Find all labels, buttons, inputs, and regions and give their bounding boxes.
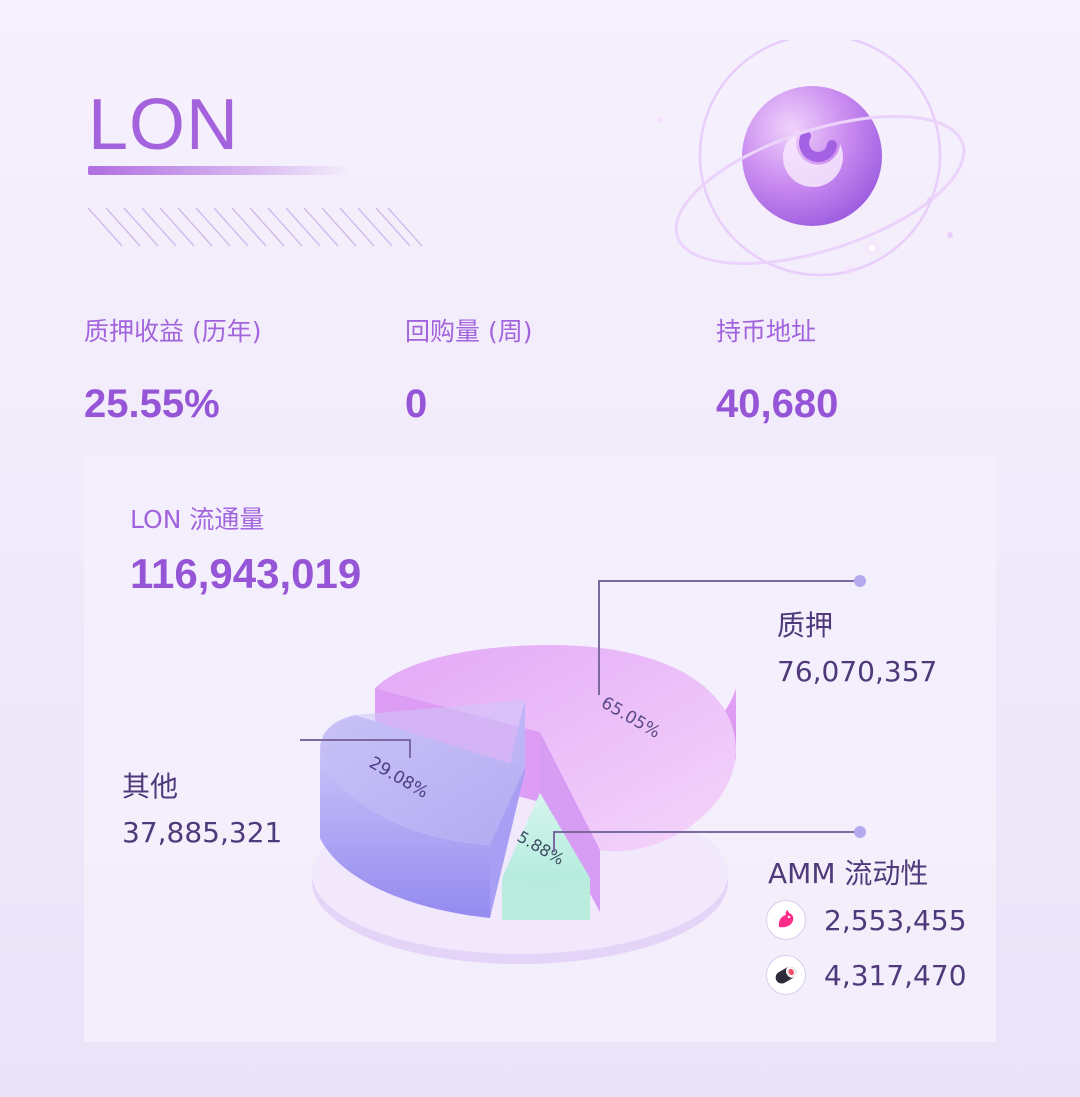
- circulation-pie-chart: 65.05% 29.08% 5.88%: [300, 575, 866, 964]
- uniswap-amount: 2,553,455: [824, 903, 967, 937]
- stat-label: 持币地址: [716, 317, 817, 346]
- leader-line-staking: [598, 580, 860, 695]
- stat-holder-addresses: 持币地址 40,680: [716, 312, 838, 427]
- amm-callout-name: AMM 流动性: [768, 857, 929, 890]
- hatch-decoration: [88, 208, 423, 247]
- amm-uniswap-row: 2,553,455: [766, 900, 967, 940]
- stat-label: 质押收益 (历年): [84, 317, 262, 346]
- slice-amm-side: [502, 878, 590, 920]
- staking-callout-name: 质押: [777, 609, 834, 642]
- stat-buyback-volume: 回购量 (周) 0: [405, 312, 532, 427]
- staking-callout-amount: 76,070,357: [777, 655, 938, 688]
- other-callout-name: 其他: [122, 770, 179, 803]
- sushiswap-sushi-icon: [766, 955, 806, 995]
- leader-dot-staking: [854, 575, 866, 587]
- title-underline: [88, 166, 352, 175]
- other-callout-amount: 37,885,321: [122, 816, 283, 849]
- leader-line-amm: [553, 831, 860, 852]
- stat-label: 回购量 (周): [405, 317, 533, 346]
- tokenlon-logo-icon: [656, 40, 966, 277]
- slice-staking-top: [375, 645, 736, 852]
- circulation-label: LON 流通量: [130, 505, 265, 534]
- page-title: LON: [88, 85, 240, 165]
- stat-value: 0: [405, 382, 428, 426]
- stat-value: 40,680: [716, 382, 839, 426]
- stat-staking-yield: 质押收益 (历年) 25.55%: [84, 312, 261, 427]
- uniswap-unicorn-icon: [766, 900, 806, 940]
- slice-other-side: [320, 750, 490, 918]
- slice-other-top: [320, 715, 525, 845]
- leader-line-other: [300, 739, 411, 758]
- stat-value: 25.55%: [84, 382, 220, 426]
- sushiswap-amount: 4,317,470: [824, 958, 967, 992]
- amm-sushiswap-row: 4,317,470: [766, 955, 967, 995]
- slice-staking-wall: [540, 732, 600, 912]
- circulation-value: 116,943,019: [130, 550, 362, 597]
- slice-amm-top: [502, 793, 590, 881]
- leader-dot-amm: [854, 826, 866, 838]
